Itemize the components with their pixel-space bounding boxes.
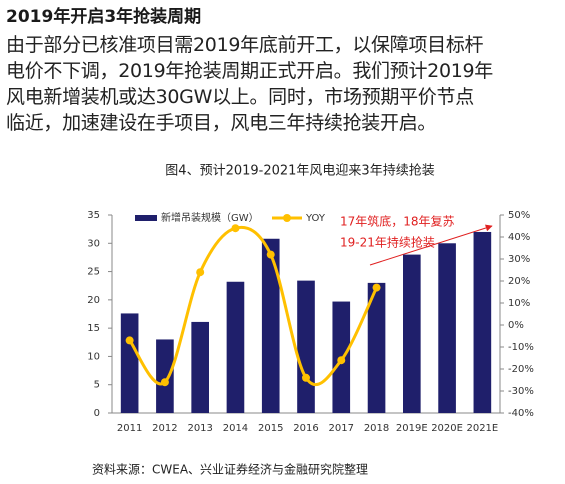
x-tick-label: 2014 bbox=[223, 423, 248, 434]
x-tick-label: 2019E bbox=[396, 423, 428, 434]
paragraph-line: 风电新增装机或达30GW以上。同时，市场预期平价节点 bbox=[6, 86, 474, 108]
paragraph-line: 电价不下调，2019年抢装周期正式开启。我们预计2019年 bbox=[6, 60, 494, 82]
x-tick-label: 2015 bbox=[258, 423, 283, 434]
line-marker bbox=[125, 336, 134, 345]
y2-tick-label: 40% bbox=[508, 232, 530, 243]
y2-tick-label: -20% bbox=[508, 364, 534, 375]
y-tick-label: 15 bbox=[87, 323, 100, 334]
y-tick-label: 10 bbox=[87, 351, 100, 362]
y2-tick-label: 10% bbox=[508, 298, 530, 309]
y2-tick-label: -10% bbox=[508, 342, 534, 353]
y-tick-label: 35 bbox=[87, 210, 100, 221]
legend-swatch bbox=[283, 214, 291, 222]
annotation: 17年筑底，18年复苏 bbox=[340, 214, 455, 229]
y2-tick-label: -30% bbox=[508, 386, 534, 397]
bar bbox=[473, 231, 492, 413]
x-tick-label: 2013 bbox=[187, 423, 212, 434]
x-tick-label: 2018 bbox=[364, 423, 389, 434]
line-marker bbox=[196, 268, 205, 277]
heading: 2019年开启3年抢装周期 bbox=[6, 7, 202, 27]
line-marker bbox=[337, 356, 346, 365]
line-marker bbox=[160, 378, 169, 387]
line-marker bbox=[231, 224, 240, 233]
y-tick-label: 5 bbox=[94, 380, 100, 391]
x-tick-label: 2011 bbox=[117, 423, 142, 434]
bar bbox=[191, 321, 209, 413]
bar bbox=[261, 238, 280, 413]
x-tick-label: 2016 bbox=[293, 423, 318, 434]
annotation-arrow bbox=[369, 224, 493, 266]
bar bbox=[226, 281, 245, 413]
y2-tick-label: 0% bbox=[508, 320, 524, 331]
y-tick-label: 30 bbox=[87, 238, 100, 249]
x-tick-label: 2020E bbox=[431, 423, 463, 434]
y2-tick-label: -40% bbox=[508, 408, 534, 419]
bar bbox=[438, 243, 456, 413]
source: 资料来源：CWEA、兴业证券经济与金融研究院整理 bbox=[92, 462, 368, 477]
y2-tick-label: 50% bbox=[508, 210, 530, 221]
annotation: 19-21年持续抢装 bbox=[340, 235, 435, 250]
legend-label: 新增吊装规模（GW） bbox=[161, 211, 259, 224]
bar bbox=[120, 313, 139, 413]
y2-tick-label: 30% bbox=[508, 254, 530, 265]
line-marker bbox=[302, 373, 310, 382]
paragraph-line: 临近，加速建设在手项目，风电三年持续抢装开启。 bbox=[6, 112, 437, 134]
legend-label: YOY bbox=[305, 213, 326, 224]
y-tick-label: 25 bbox=[87, 267, 100, 278]
line-marker bbox=[372, 283, 381, 292]
x-tick-label: 2012 bbox=[152, 423, 177, 434]
bar bbox=[403, 254, 421, 413]
bar bbox=[156, 339, 174, 413]
y-tick-label: 20 bbox=[87, 295, 100, 306]
bar bbox=[367, 282, 386, 413]
x-tick-label: 2021E bbox=[466, 423, 498, 434]
bar bbox=[297, 280, 315, 413]
legend-swatch bbox=[135, 215, 157, 221]
y2-tick-label: 20% bbox=[508, 276, 530, 287]
chart-title: 图4、预计2019-2021年风电迎来3年持续抢装 bbox=[165, 163, 434, 179]
paragraph-line: 由于部分已核准项目需2019年底前开工，以保障项目标杆 bbox=[6, 34, 484, 56]
x-tick-label: 2017 bbox=[329, 423, 354, 434]
line-marker bbox=[266, 250, 275, 259]
y-tick-label: 0 bbox=[94, 408, 100, 419]
